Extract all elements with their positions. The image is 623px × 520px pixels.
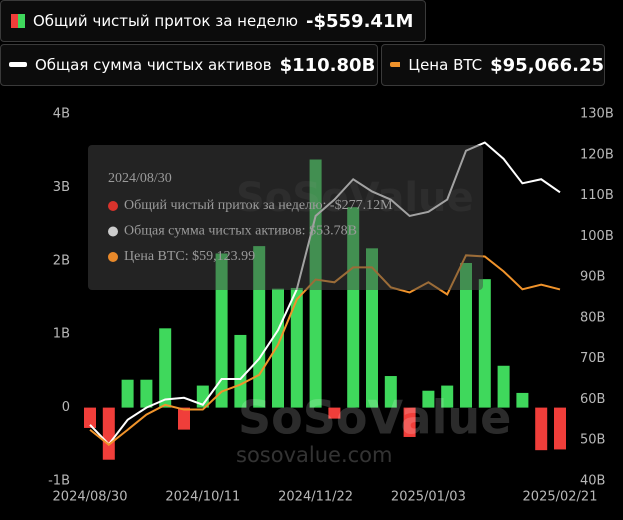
bar	[290, 287, 303, 408]
y2-tick-label: 50B	[580, 433, 605, 448]
bar	[478, 279, 491, 408]
y2-tick-label: 80B	[580, 310, 605, 325]
x-tick-label: 2024/08/30	[53, 490, 128, 505]
bar	[403, 407, 416, 437]
legend-icon	[9, 62, 27, 67]
legend-value: -$559.41M	[306, 10, 414, 32]
bar	[309, 159, 322, 408]
legend-item: Цена BTC $95,066.25	[381, 44, 605, 86]
tooltip: 2024/08/30 Общий чистый приток за неделю…	[88, 145, 483, 290]
tooltip-dot	[108, 226, 118, 237]
bar	[366, 248, 378, 408]
y2-tick-label: 90B	[580, 270, 605, 285]
y-tick-label: 0	[62, 400, 70, 415]
bar	[178, 407, 190, 430]
bar	[272, 288, 284, 408]
bar	[460, 263, 472, 408]
y-tick-label: 4B	[53, 107, 70, 122]
y-tick-label: 2B	[53, 253, 70, 268]
x-tick-label: 2024/10/11	[165, 490, 240, 505]
legend-value: $95,066.25	[490, 54, 604, 76]
bar	[497, 365, 510, 408]
tooltip-text: Цена BTC: $59,123.99	[124, 249, 255, 264]
tooltip-dot	[108, 201, 118, 211]
bar	[328, 407, 341, 419]
y2-tick-label: 70B	[580, 351, 605, 366]
watermark-brand: SoSoValue	[238, 391, 511, 445]
bar	[234, 334, 247, 408]
bar	[535, 407, 548, 451]
tooltip-dot	[108, 252, 118, 262]
bar	[215, 253, 228, 408]
y2-tick-label: 40B	[580, 474, 605, 489]
bar	[384, 376, 397, 408]
x-tick-label: 2024/11/22	[278, 490, 353, 505]
legend-value: $110.80B	[279, 54, 376, 76]
watermark: SoSoValue sosovalue.com SoSoValue	[236, 175, 511, 467]
x-tick-label: 2025/01/03	[391, 490, 466, 505]
legend-item: Общий чистый приток за неделю -$559.41M	[0, 0, 426, 42]
legend-label: Общий чистый приток за неделю	[33, 12, 299, 30]
y2-tick-label: 110B	[580, 188, 614, 203]
y-tick-label: 1B	[53, 327, 70, 342]
line	[89, 254, 561, 446]
y-tick-label: 3B	[53, 180, 70, 195]
legend-label: Цена BTC	[408, 56, 483, 74]
bar	[422, 390, 435, 408]
bar	[102, 407, 115, 460]
bar	[84, 407, 96, 428]
bar	[253, 246, 266, 408]
bar	[347, 207, 360, 408]
bar	[441, 385, 454, 408]
legend-icon	[390, 62, 401, 67]
y2-tick-label: 100B	[580, 229, 614, 244]
legend-label: Общая сумма чистых активов	[35, 56, 272, 74]
watermark-brand: SoSoValue	[236, 175, 474, 221]
bar	[554, 407, 566, 450]
tooltip-box	[88, 145, 483, 290]
watermark-site: sosovalue.com	[236, 443, 392, 467]
tooltip-text: Общий чистый приток за неделю: -$277.12M	[124, 198, 393, 213]
y-tick-label: -1B	[48, 474, 70, 489]
bar	[159, 328, 172, 408]
y2-tick-label: 120B	[580, 147, 614, 162]
bar	[121, 379, 134, 408]
y2-tick-label: 60B	[580, 392, 605, 407]
x-tick-label: 2025/02/21	[523, 490, 598, 505]
bar	[196, 385, 209, 408]
bar	[516, 392, 529, 408]
tooltip-date: 2024/08/30	[108, 171, 172, 186]
line	[89, 141, 561, 446]
y2-tick-label: 130B	[580, 107, 614, 122]
bar	[140, 379, 153, 408]
legend-icon	[11, 14, 25, 28]
tooltip-text: Общая сумма чистых активов: $53.78B	[124, 224, 357, 239]
legend-item: Общая сумма чистых активов $110.80B	[0, 44, 378, 86]
